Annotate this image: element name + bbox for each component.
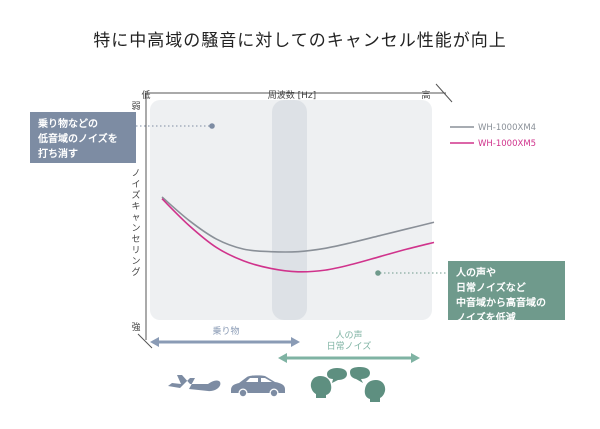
callout-high-line-2: 日常ノイズなど	[456, 283, 526, 294]
callout-low-line-3: 打ち消す	[38, 149, 78, 160]
callout-low-frequency: 乗り物などの 低音域のノイズを 打ち消す	[30, 112, 136, 163]
y-axis-title: ノイズキャンセリング	[131, 169, 140, 278]
callout-high-line-3: 中音域から高音域の	[456, 298, 546, 309]
y-axis-arrow-tip	[137, 333, 153, 349]
series-line-wh-1000xm4	[161, 196, 435, 253]
head-left	[310, 376, 332, 398]
car-icon	[231, 375, 285, 398]
car-windows	[246, 378, 272, 382]
car-wheel-front	[270, 389, 278, 397]
x-axis-max-label: 高	[421, 89, 430, 101]
callout-high-frequency: 人の声や 日常ノイズなど 中音域から高音域の ノイズを低減	[448, 261, 565, 324]
x-axis-min-label: 低	[141, 89, 150, 101]
car-body	[231, 375, 285, 393]
callout-high-line-1: 人の声や	[456, 268, 496, 279]
range-arrow-low-head-left	[150, 337, 159, 347]
range-arrow-high-head-left	[278, 353, 287, 363]
series-line-wh-1000xm5	[161, 198, 435, 273]
mid-frequency-band	[272, 100, 307, 320]
callout-high-line-4: ノイズを低減	[456, 313, 516, 324]
page-title: 特に中高域の騒音に対してのキャンセル性能が向上	[93, 31, 507, 51]
x-axis-arrow-tip	[435, 83, 453, 103]
y-axis-bottom-label: 強	[131, 321, 140, 333]
legend-label-wh-1000xm5: WH-1000XM5	[478, 139, 536, 149]
range-arrow-high-head-right	[411, 353, 420, 363]
range-label-low: 乗り物	[212, 325, 239, 337]
airplane-shape	[168, 375, 221, 392]
callout-low-line-2: 低音域のノイズを	[38, 134, 118, 145]
range-arrow-low-head-right	[291, 337, 300, 347]
speech-bubble-left	[327, 368, 347, 383]
range-label-high-1: 人の声	[335, 329, 362, 341]
head-right	[364, 380, 386, 402]
x-axis-title: 周波数 [Hz]	[268, 89, 316, 101]
speech-bubbles-icon	[310, 367, 386, 402]
legend-label-wh-1000xm4: WH-1000XM4	[478, 123, 536, 133]
leader-dot-high	[375, 270, 381, 276]
y-axis-top-label: 弱	[131, 101, 140, 112]
speech-bubble-right	[350, 367, 370, 383]
leader-dot-low	[209, 123, 215, 129]
airplane-icon	[168, 375, 221, 392]
callout-low-line-1: 乗り物などの	[38, 119, 98, 130]
range-label-high-2: 日常ノイズ	[327, 340, 372, 352]
car-wheel-rear	[239, 389, 247, 397]
